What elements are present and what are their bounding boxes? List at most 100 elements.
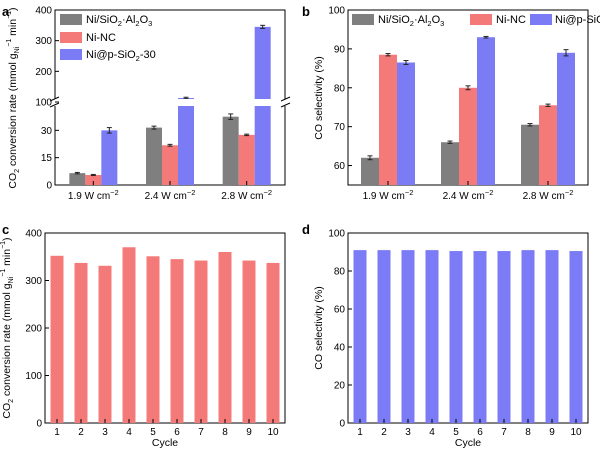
leg3-a: Ni@p-SiO bbox=[86, 49, 136, 61]
c-bar-cycle-10 bbox=[266, 262, 280, 423]
d-ytick-80-label: 80 bbox=[334, 267, 346, 278]
legend-label-ni-p-sio2-30: Ni@p-SiO2-30 bbox=[86, 49, 156, 63]
d-xlabel-5: 5 bbox=[453, 427, 459, 438]
panel-letter-d: d bbox=[302, 222, 310, 237]
ylabel-a-min: min bbox=[7, 19, 19, 39]
leg1-e: O bbox=[140, 14, 149, 26]
a-bar-s3-c1 bbox=[101, 130, 118, 185]
legb1-d: 2 bbox=[427, 19, 431, 28]
d-ytick-60-label: 60 bbox=[334, 305, 346, 316]
a-xlabel-2-exp: −2 bbox=[187, 188, 196, 197]
c-bar-cycle-8 bbox=[218, 252, 232, 423]
legb1-c: ·Al bbox=[414, 14, 427, 26]
ylabel-a-exp1: −1 bbox=[6, 39, 13, 47]
legend-b-swatch-red bbox=[470, 14, 492, 25]
d-bar-cycle-7 bbox=[497, 251, 511, 423]
b-xlabel-1-exp: −2 bbox=[405, 188, 414, 197]
b-ytick-80-label: 80 bbox=[334, 83, 346, 94]
legend-b-label-ni-p-sio2-30: Ni@p-SiO2-30 bbox=[555, 14, 600, 28]
legend-b-swatch-gray bbox=[352, 14, 374, 25]
legend-b-swatch-blue bbox=[530, 14, 552, 25]
leg1-b: 2 bbox=[118, 19, 122, 28]
a-bar-s1-c3 bbox=[222, 116, 239, 185]
b-xlabel-2: 2.4 W cm−2 bbox=[443, 188, 494, 202]
d-xlabel-6: 6 bbox=[477, 427, 483, 438]
legb3-a: Ni@p-SiO bbox=[555, 14, 600, 26]
legb1-b: 2 bbox=[410, 19, 414, 28]
c-bar-cycle-5 bbox=[146, 256, 160, 423]
c-xlabel-10: 10 bbox=[267, 427, 279, 438]
panel-d-frame bbox=[347, 232, 589, 424]
panel-a-legend: Ni/SiO2·Al2O3 Ni-NC Ni@p-SiO2-30 bbox=[60, 14, 156, 63]
b-bar-s2-c2 bbox=[459, 87, 477, 185]
d-bar-cycle-3 bbox=[401, 250, 415, 423]
a-xlabel-1-base: 1.9 W cm bbox=[68, 191, 110, 202]
ylabel-a-mid: conversion rate (mmol g bbox=[7, 53, 19, 169]
d-bar-cycle-8 bbox=[521, 250, 535, 423]
a-xlabel-2: 2.4 W cm−2 bbox=[145, 188, 196, 202]
b-ytick-100-label: 100 bbox=[328, 6, 345, 17]
axis-break-mark-right-lower bbox=[280, 102, 291, 108]
c-xlabel-5: 5 bbox=[150, 427, 156, 438]
ylabel-c-sub2: 2 bbox=[8, 399, 15, 403]
d-bar-cycle-6 bbox=[473, 251, 487, 423]
legend-label-ni-nc: Ni-NC bbox=[86, 32, 116, 44]
c-bar-cycle-9 bbox=[242, 260, 256, 423]
c-ytick-400-label: 400 bbox=[25, 229, 42, 240]
c-xlabel-1: 1 bbox=[54, 427, 60, 438]
a-xlabel-1-exp: −2 bbox=[110, 188, 119, 197]
b-xlabel-1-base: 1.9 W cm bbox=[363, 191, 405, 202]
d-ytick-100-label: 100 bbox=[328, 229, 345, 240]
ylabel-a-close: ) bbox=[7, 7, 19, 11]
d-xlabel-8: 8 bbox=[525, 427, 531, 438]
d-ytick-20-label: 20 bbox=[334, 381, 346, 392]
d-xlabel-7: 7 bbox=[501, 427, 507, 438]
a-bar-s2-c2 bbox=[162, 145, 178, 185]
b-xlabel-3-base: 2.8 W cm bbox=[523, 191, 565, 202]
panel-letter-b: b bbox=[302, 4, 310, 19]
legend-label-ni-sio2-al2o3: Ni/SiO2·Al2O3 bbox=[86, 14, 152, 28]
panel-letter-a: a bbox=[2, 4, 10, 19]
ylabel-c-co: CO bbox=[1, 403, 13, 419]
b-xlabel-3: 2.8 W cm−2 bbox=[523, 188, 574, 202]
panel-letter-c: c bbox=[2, 222, 9, 237]
b-xlabel-2-exp: −2 bbox=[485, 188, 494, 197]
leg1-a: Ni/SiO bbox=[86, 14, 118, 26]
a-ytick-up-400-label: 400 bbox=[35, 6, 52, 17]
ylabel-a-sub2: 2 bbox=[14, 169, 21, 173]
panel-d-xlabel: Cycle bbox=[455, 437, 481, 449]
a-ytick-up-300-label: 300 bbox=[35, 36, 52, 47]
b-xlabel-1: 1.9 W cm−2 bbox=[363, 188, 414, 202]
panel-a-ylabel: CO2 conversion rate (mmol gNi−1 min−1) bbox=[6, 7, 21, 188]
c-bar-cycle-7 bbox=[194, 260, 208, 423]
b-bar-s3-c3 bbox=[557, 52, 575, 186]
d-xlabel-1: 1 bbox=[357, 427, 363, 438]
leg3-b: 2 bbox=[136, 54, 140, 63]
d-bar-cycle-1 bbox=[353, 250, 367, 423]
ylabel-c-close: ) bbox=[1, 237, 13, 241]
a-ytick-up-100-label: 100 bbox=[35, 98, 52, 109]
d-xlabel-10: 10 bbox=[570, 427, 582, 438]
a-xlabel-2-base: 2.4 W cm bbox=[145, 191, 187, 202]
c-ytick-0-label: 0 bbox=[36, 419, 42, 430]
d-bar-cycle-9 bbox=[545, 250, 559, 423]
axis-break-mark-right-upper bbox=[280, 96, 291, 102]
c-bar-cycle-1 bbox=[50, 255, 64, 423]
a-ytick-low-15-label: 15 bbox=[41, 153, 53, 164]
b-bar-s2-c3 bbox=[539, 105, 557, 185]
c-xlabel-6: 6 bbox=[174, 427, 180, 438]
b-bar-s1-c2 bbox=[441, 142, 459, 185]
ylabel-c-min: min bbox=[1, 249, 13, 269]
d-xlabel-3: 3 bbox=[405, 427, 411, 438]
c-bar-cycle-3 bbox=[98, 265, 112, 423]
leg3-c: -30 bbox=[140, 49, 156, 61]
axis-break-mark-left-lower bbox=[49, 102, 60, 108]
c-xlabel-3: 3 bbox=[102, 427, 108, 438]
c-xlabel-8: 8 bbox=[222, 427, 228, 438]
ylabel-c-exp1: −1 bbox=[0, 269, 7, 277]
a-bar-s1-c2 bbox=[146, 127, 162, 185]
